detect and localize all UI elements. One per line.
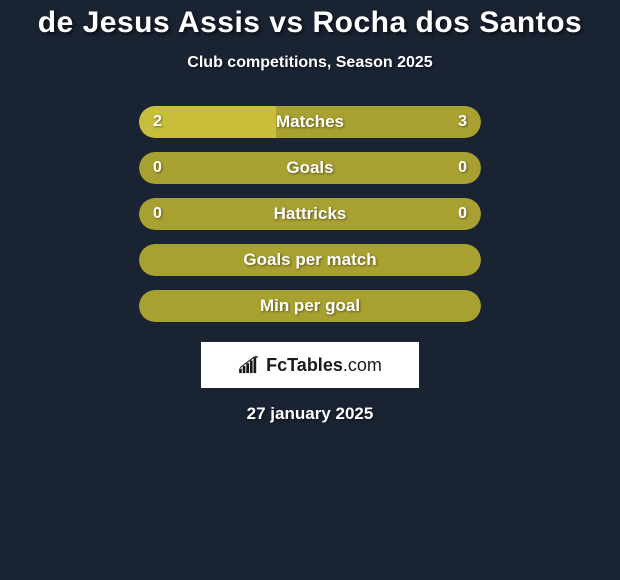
stats-rows: 23Matches 00Goals 00Hattricks Goals per mat… xyxy=(139,106,481,336)
brand-logo[interactable]: FcTables.com xyxy=(201,342,419,388)
brand-text-bold: FcTables xyxy=(266,355,343,375)
stat-row: 00Hattricks xyxy=(139,198,481,230)
stat-row: 00Goals xyxy=(139,152,481,184)
page-title: de Jesus Assis vs Rocha dos Santos xyxy=(38,6,582,40)
stat-label: Goals xyxy=(139,158,481,178)
stat-bar: 23Matches xyxy=(139,106,481,138)
subtitle: Club competitions, Season 2025 xyxy=(187,54,432,72)
stat-row: 23Matches xyxy=(139,106,481,138)
stat-row: Min per goal xyxy=(139,290,481,322)
stat-label: Hattricks xyxy=(139,204,481,224)
comparison-widget: de Jesus Assis vs Rocha dos Santos Club … xyxy=(0,0,620,424)
stat-label: Goals per match xyxy=(139,250,481,270)
bar-chart-icon xyxy=(238,356,260,374)
stat-bar: Goals per match xyxy=(139,244,481,276)
brand-text: FcTables.com xyxy=(266,355,382,376)
stat-row: Goals per match xyxy=(139,244,481,276)
stat-label: Min per goal xyxy=(139,296,481,316)
stat-bar: 00Hattricks xyxy=(139,198,481,230)
stat-label: Matches xyxy=(139,112,481,132)
stat-bar: Min per goal xyxy=(139,290,481,322)
date-label: 27 january 2025 xyxy=(247,404,374,424)
stat-bar: 00Goals xyxy=(139,152,481,184)
brand-text-light: .com xyxy=(343,355,382,375)
